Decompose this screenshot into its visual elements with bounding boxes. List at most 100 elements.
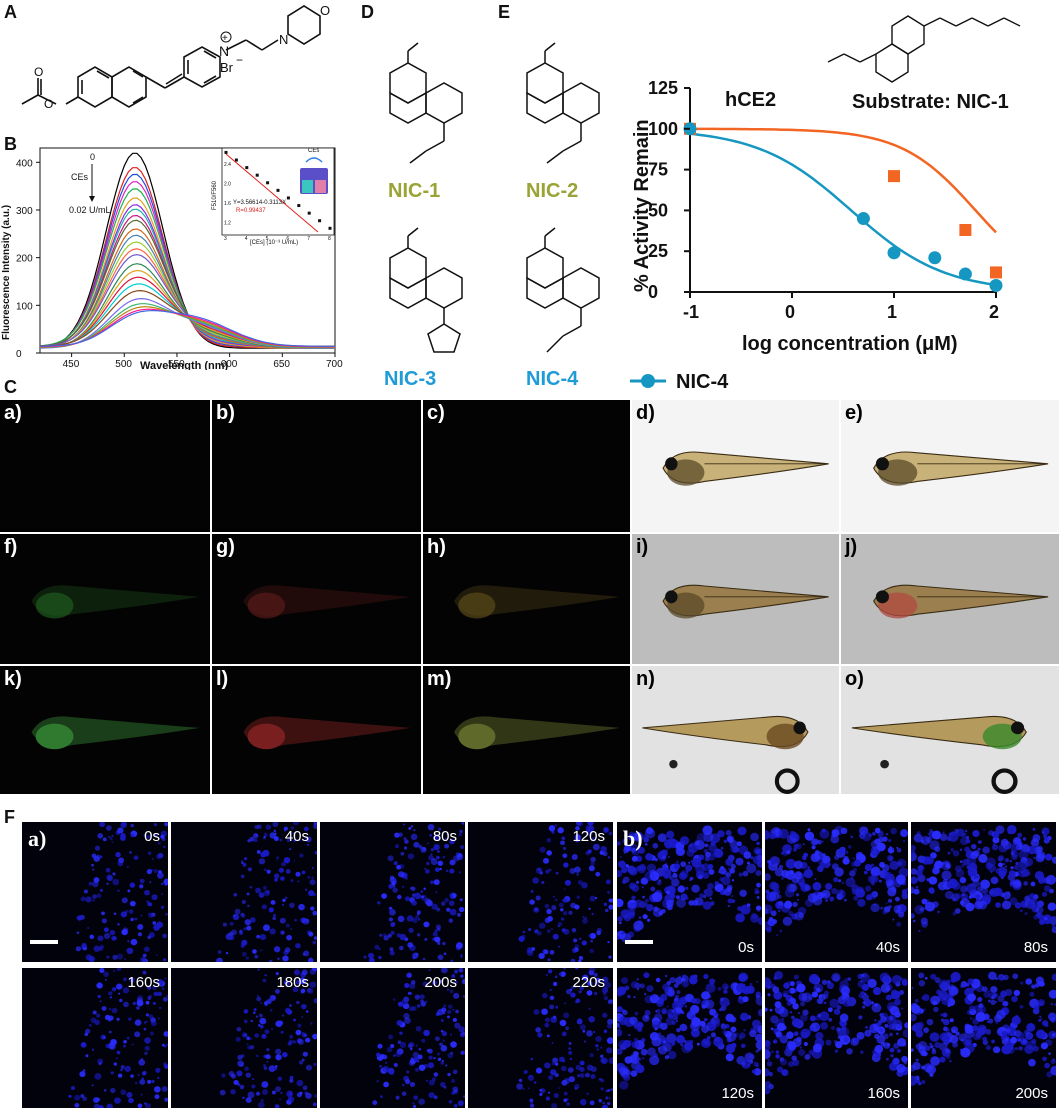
confocal-frame-b: 40s <box>765 822 908 962</box>
spectra-x-tick-label: 650 <box>273 359 290 370</box>
calibration-inset: Y=3.56614-0.3113X R=0.99437 [CEs] (10⁻³ … <box>212 147 335 246</box>
confocal-frame-a: 0s a) <box>22 822 168 962</box>
panel-label-d: D <box>361 2 374 22</box>
spectrum-line <box>40 309 335 347</box>
panel-label-a: A <box>4 2 17 22</box>
nic-4-structure <box>526 227 600 353</box>
zebrafish-tile: n) <box>632 666 839 794</box>
nic-2-structure <box>526 42 600 164</box>
confocal-frame-a: 160s <box>22 968 168 1108</box>
confocal-frame-b: 80s <box>911 822 1056 962</box>
hce2-fit-curve-1 <box>689 132 997 287</box>
spectrum-line <box>39 228 335 349</box>
zebrafish-tile: d) <box>632 400 839 532</box>
inset-x-tick-label: 5 <box>266 236 269 242</box>
zebrafish-tile: m) <box>423 666 630 794</box>
substrate-structure <box>827 15 1021 83</box>
inset-x-tick-label: 6 <box>286 236 289 242</box>
legend-label-nic4: NIC-4 <box>676 371 729 393</box>
zebrafish-tile: c) <box>423 400 630 532</box>
hce2-point-circle <box>856 212 870 226</box>
zebrafish-tile: a) <box>0 400 210 532</box>
hce2-title: hCE2 <box>725 89 776 111</box>
hce2-x-tick-label: 2 <box>989 302 999 322</box>
inset-point <box>255 173 259 177</box>
zebrafish-tile: j) <box>841 534 1059 664</box>
zebrafish-tile: b) <box>212 400 421 532</box>
inset-point <box>328 226 332 230</box>
zebrafish-tile-label: l) <box>216 668 229 690</box>
inset-y-tick-label: 2.4 <box>224 162 231 168</box>
inset-x-tick-label: 7 <box>307 236 310 242</box>
nic-3-label: NIC-3 <box>384 368 437 390</box>
zebrafish-tile: g) <box>212 534 421 664</box>
confocal-frame-b: 200s <box>911 968 1056 1108</box>
bromide-label: Br <box>220 60 234 75</box>
inset-vial-label: CEs <box>308 148 319 154</box>
inset-point <box>286 196 290 200</box>
confocal-timestamp: 0s <box>144 828 160 845</box>
confocal-frame-a: 220s <box>468 968 613 1108</box>
confocal-series-a-label: a) <box>28 826 47 851</box>
hce2-x-tick-label: 1 <box>887 302 897 322</box>
spectra-y-tick-label: 300 <box>16 206 33 217</box>
zebrafish-tile-label: j) <box>845 536 858 558</box>
spectra-x-tick-label: 500 <box>115 359 132 370</box>
hce2-y-tick-label: 50 <box>648 200 668 220</box>
confocal-timestamp: 200s <box>1015 1085 1048 1102</box>
zebrafish-tile-label: b) <box>216 402 235 424</box>
confocal-timestamp: 160s <box>127 974 160 991</box>
inset-y-tick-label: 2.0 <box>224 181 231 187</box>
zebrafish-tile-label: k) <box>4 668 22 690</box>
confocal-timestamp: 180s <box>276 974 309 991</box>
inset-xlabel: [CEs] (10⁻³ U/mL) <box>250 240 298 246</box>
hce2-annotation: Substrate: NIC-1 <box>852 91 1009 113</box>
inset-y-tick-label: 1.2 <box>224 220 231 226</box>
zebrafish-tile: k) <box>0 666 210 794</box>
zebrafish-tile: o) <box>841 666 1059 794</box>
spectra-y-tick-label: 400 <box>16 158 33 169</box>
spectra-y-tick-label: 200 <box>16 254 33 265</box>
plus-charge-label: + <box>222 33 228 44</box>
spectra-ylabel: Fluorescence Intensity (a.u.) <box>1 205 12 340</box>
hce2-y-tick-label: 100 <box>648 119 678 139</box>
hce2-point-square <box>959 223 972 236</box>
confocal-timestamp: 0s <box>738 939 754 956</box>
inset-y-tick-label: 1.6 <box>224 201 231 207</box>
nic-structures <box>389 42 600 353</box>
scale-bar <box>625 940 653 944</box>
hce2-y-tick-label: 125 <box>648 78 678 98</box>
hce2-y-tick-label: 75 <box>648 160 668 180</box>
pyridinium-nitrogen-label: N <box>219 43 229 59</box>
inset-point <box>224 150 228 154</box>
hce2-ylabel: % Activity Remain <box>631 119 653 292</box>
zebrafish-tile: l) <box>212 666 421 794</box>
inset-equation: Y=3.56614-0.3113X <box>233 200 286 206</box>
zebrafish-tile-label: c) <box>427 402 445 424</box>
scale-bar <box>30 940 58 944</box>
inset-x-tick-label: 4 <box>245 236 248 242</box>
inset-r-value: R=0.99437 <box>236 208 266 214</box>
confocal-series-b-label: b) <box>623 826 643 851</box>
probe-structure: O O N + Br − N O <box>21 3 330 111</box>
hce2-y-tick-label: 25 <box>648 241 668 261</box>
nic-1-label: NIC-1 <box>388 180 441 202</box>
panel-label-b: B <box>4 134 17 154</box>
nic-2-label: NIC-2 <box>526 180 579 202</box>
zebrafish-tile-label: a) <box>4 402 22 424</box>
ces-arrow-bottom: 0.02 U/mL <box>69 205 111 215</box>
hce2-y-tick-label: 0 <box>648 282 658 302</box>
zebrafish-tile: f) <box>0 534 210 664</box>
zebrafish-tile-label: i) <box>636 536 649 558</box>
confocal-timestamp: 80s <box>432 828 457 845</box>
confocal-timestamp: 160s <box>867 1085 900 1102</box>
zebrafish-tile-label: g) <box>216 536 235 558</box>
carbonyl-oxygen-label: O <box>34 65 43 79</box>
confocal-frame-a: 80s <box>320 822 465 962</box>
zebrafish-tile-label: o) <box>845 668 864 690</box>
hce2-x-tick-label: 0 <box>785 302 795 322</box>
hce2-xlabel: log concentration (μM) <box>742 333 958 355</box>
confocal-frame-a: 180s <box>171 968 317 1108</box>
inset-point <box>266 181 270 185</box>
confocal-frame-a: 40s <box>171 822 317 962</box>
